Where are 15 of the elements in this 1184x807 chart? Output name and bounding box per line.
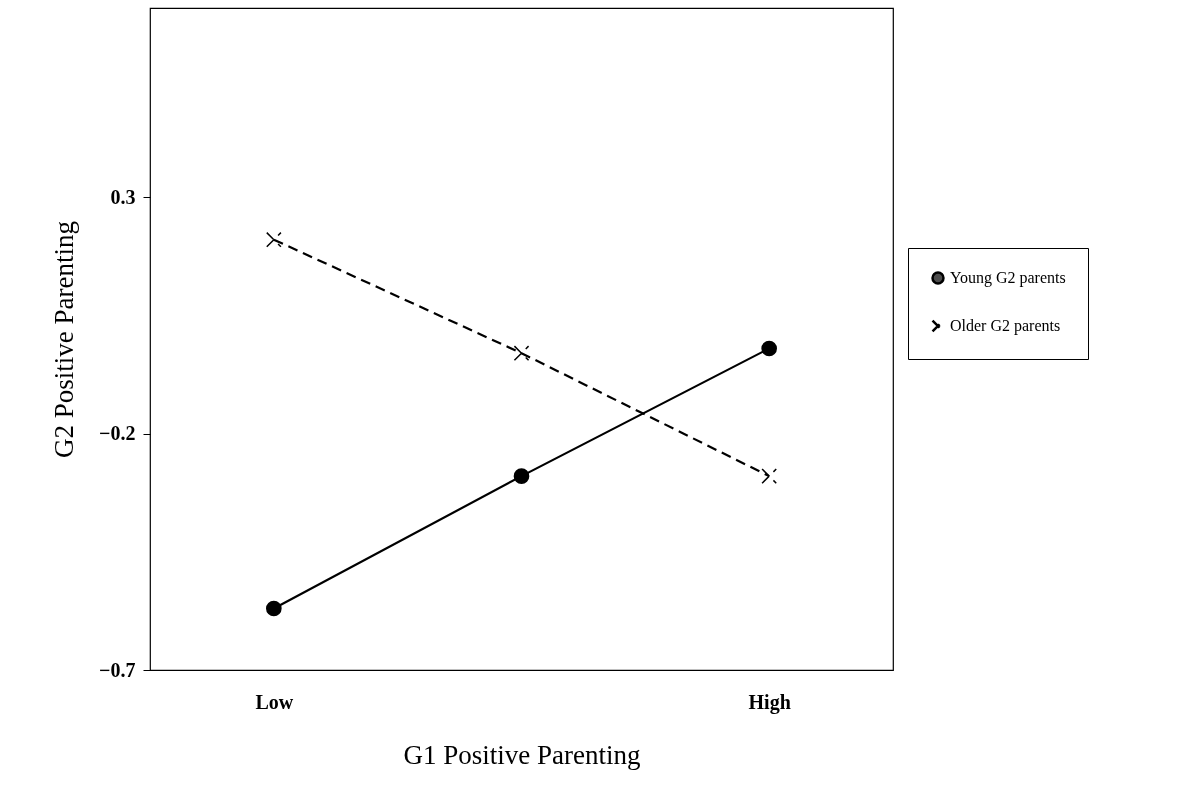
x-tick-label: High	[748, 690, 791, 714]
y-tick-label: 0.3	[110, 185, 136, 208]
point	[266, 600, 282, 617]
point	[761, 468, 777, 484]
y-tick-label: −0.7	[99, 658, 136, 681]
y-tick-label: −0.2	[99, 422, 136, 445]
point	[513, 345, 530, 362]
y-axis-title: G2 Positive Parenting	[49, 221, 80, 458]
point	[266, 231, 282, 248]
legend-label: Young G2 parents	[950, 269, 1066, 287]
legend-label: Older G2 parents	[950, 317, 1061, 335]
point	[761, 340, 777, 357]
x-axis-title: G1 Positive Parenting	[403, 739, 641, 770]
point	[513, 468, 530, 484]
x-tick-label: Low	[255, 690, 294, 713]
